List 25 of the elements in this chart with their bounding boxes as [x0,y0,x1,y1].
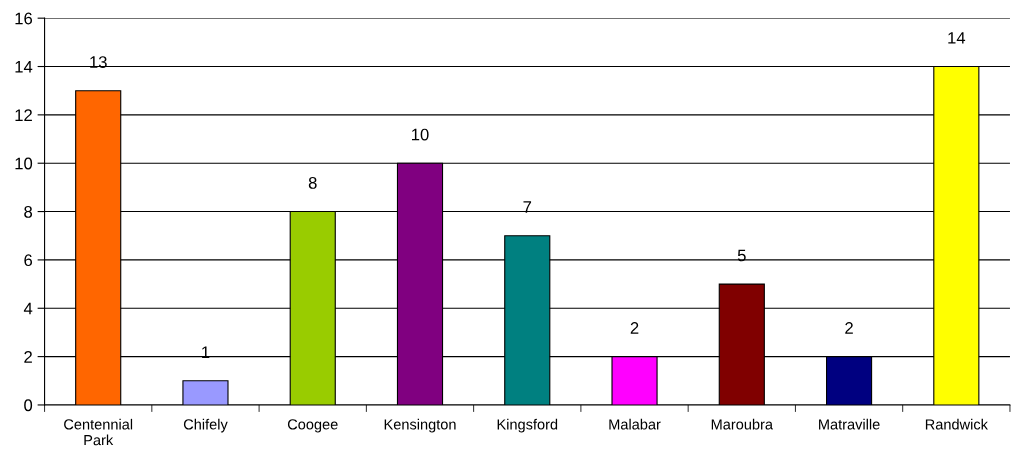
y-tick-label: 12 [15,109,32,121]
data-label: 10 [412,128,429,141]
data-label: 5 [737,249,746,262]
y-tick-label: 0 [24,399,33,412]
y-tick-label: 2 [24,351,32,363]
y-tick-label: 8 [24,205,33,218]
x-tick-label: Malabar [609,418,661,430]
data-label: 7 [523,201,532,213]
y-tick-label: 10 [15,157,33,170]
x-tick-label: Chifely [183,418,228,433]
x-tick-label: Randwick [925,418,988,430]
x-tick-label: Matraville [819,418,880,430]
data-label: 2 [845,322,853,334]
data-label: 8 [308,177,317,189]
data-label: 2 [630,322,639,334]
x-tick-label: Centennial Park [64,418,133,446]
x-tick-label: Coogee [287,419,338,433]
y-tick-label: 16 [15,12,33,25]
x-tick-label: Maroubra [711,418,774,430]
x-tick-label: Kingsford [497,418,558,433]
y-tick-label: 14 [15,61,33,73]
x-tick-label: Kensington [384,418,456,433]
data-label: 14 [948,32,966,44]
y-tick-label: 6 [24,254,33,267]
y-tick-label: 4 [23,302,33,315]
